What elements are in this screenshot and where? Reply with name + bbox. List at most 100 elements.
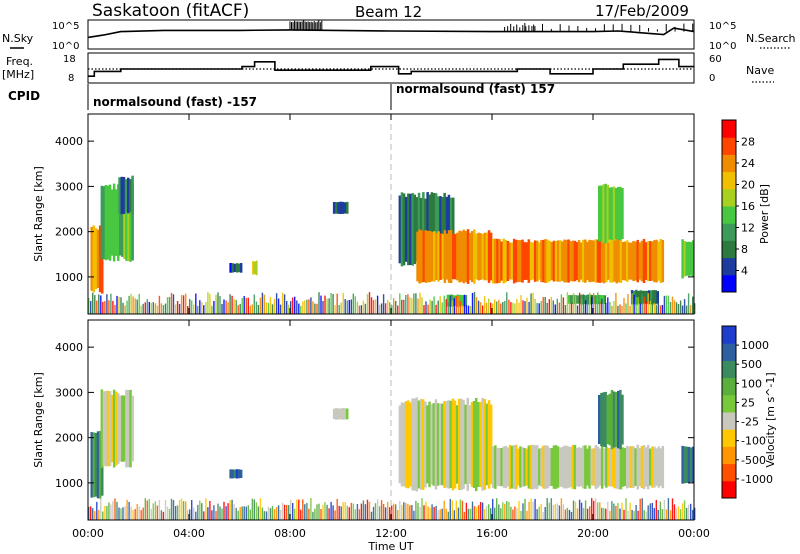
near-range-clutter: [365, 304, 366, 314]
near-range-clutter: [438, 301, 439, 314]
near-range-clutter: [203, 305, 204, 314]
noise-right-tick-low: 10^0: [709, 41, 736, 52]
near-range-clutter: [458, 508, 459, 520]
near-range-clutter: [411, 298, 412, 314]
near-range-clutter: [629, 503, 630, 520]
near-range-clutter: [579, 500, 580, 520]
near-range-clutter: [229, 294, 230, 314]
near-range-clutter: [132, 510, 133, 520]
near-range-clutter: [165, 500, 166, 520]
near-range-clutter: [96, 301, 97, 314]
near-range-clutter: [536, 509, 537, 520]
near-range-clutter: [601, 508, 602, 520]
near-range-clutter: [151, 303, 152, 314]
near-range-clutter: [211, 306, 212, 314]
near-range-clutter: [130, 294, 131, 314]
near-range-clutter: [139, 294, 140, 314]
near-range-clutter: [286, 301, 287, 314]
colorbar-swatch: [722, 223, 736, 241]
near-range-clutter: [223, 300, 224, 315]
near-range-clutter: [438, 510, 439, 520]
near-range-clutter: [423, 305, 424, 314]
near-range-clutter: [242, 298, 243, 314]
near-range-clutter: [284, 505, 285, 520]
near-range-clutter: [328, 508, 329, 520]
near-range-clutter: [640, 499, 641, 520]
near-range-clutter: [652, 298, 653, 314]
near-range-clutter: [547, 498, 548, 520]
near-range-clutter: [110, 505, 111, 521]
near-range-clutter: [332, 294, 333, 314]
near-range-clutter: [433, 296, 434, 314]
near-range-clutter: [619, 304, 620, 314]
near-range-clutter: [211, 510, 212, 520]
near-range-clutter: [446, 299, 447, 314]
near-range-clutter: [559, 506, 560, 521]
near-range-clutter: [238, 511, 239, 520]
near-range-clutter: [302, 301, 303, 314]
near-range-clutter: [611, 306, 612, 314]
near-range-clutter: [486, 506, 487, 520]
near-range-clutter: [175, 506, 176, 520]
near-range-clutter: [312, 512, 313, 520]
near-range-clutter: [135, 298, 136, 314]
near-range-clutter: [490, 303, 491, 314]
near-range-clutter: [169, 509, 170, 520]
near-range-clutter: [165, 304, 166, 314]
near-range-clutter: [155, 501, 156, 520]
near-range-clutter: [147, 500, 148, 520]
near-range-clutter: [102, 512, 103, 521]
colorbar-tick-label: 1000: [741, 339, 769, 352]
near-range-clutter: [377, 296, 378, 314]
near-range-clutter: [351, 503, 352, 520]
near-range-clutter: [587, 509, 588, 520]
scatter-cell: [621, 188, 624, 239]
freq-left-label-1: Freq.: [6, 55, 33, 68]
near-range-clutter: [339, 506, 340, 520]
near-range-clutter: [672, 297, 673, 314]
near-range-clutter: [427, 506, 428, 520]
x-tick-label: 08:00: [274, 527, 306, 540]
near-range-clutter: [518, 501, 519, 520]
colorbar-swatch: [722, 360, 736, 378]
near-range-clutter: [195, 294, 196, 315]
colorbar-swatch: [722, 189, 736, 207]
near-range-clutter: [676, 508, 677, 520]
near-range-clutter: [381, 500, 382, 520]
near-range-clutter: [435, 506, 436, 520]
near-range-clutter: [284, 294, 285, 314]
velocity-colorbar-label: Velocity [m s^-1]: [764, 372, 777, 467]
near-range-clutter: [514, 506, 515, 520]
near-range-clutter: [260, 498, 261, 520]
near-range-clutter: [415, 501, 416, 520]
near-range-clutter: [250, 306, 251, 314]
near-range-clutter: [512, 303, 513, 314]
near-range-clutter: [397, 510, 398, 520]
near-range-clutter: [312, 301, 313, 314]
near-range-clutter: [644, 297, 645, 314]
near-range-clutter: [387, 300, 388, 314]
near-range-clutter: [268, 507, 269, 520]
near-range-clutter: [270, 508, 271, 520]
near-range-clutter: [310, 297, 311, 314]
near-range-clutter: [516, 508, 517, 520]
scatter-cell: [662, 446, 665, 488]
near-range-clutter: [508, 300, 509, 314]
near-range-clutter: [341, 303, 342, 314]
near-range-clutter: [98, 295, 99, 315]
near-range-clutter: [151, 509, 152, 520]
near-range-clutter: [411, 505, 412, 520]
freq-right-tick-low: 0: [709, 73, 715, 84]
near-range-clutter: [106, 506, 107, 520]
near-range-clutter: [332, 505, 333, 520]
near-range-clutter: [413, 511, 414, 520]
near-range-clutter: [139, 506, 140, 520]
near-range-clutter: [407, 294, 408, 314]
near-range-clutter: [244, 296, 245, 314]
near-range-clutter: [324, 502, 325, 520]
near-range-clutter: [597, 292, 598, 314]
near-range-clutter: [530, 499, 531, 521]
near-range-clutter: [605, 509, 606, 520]
near-range-clutter: [153, 503, 154, 520]
near-range-clutter: [94, 295, 95, 314]
